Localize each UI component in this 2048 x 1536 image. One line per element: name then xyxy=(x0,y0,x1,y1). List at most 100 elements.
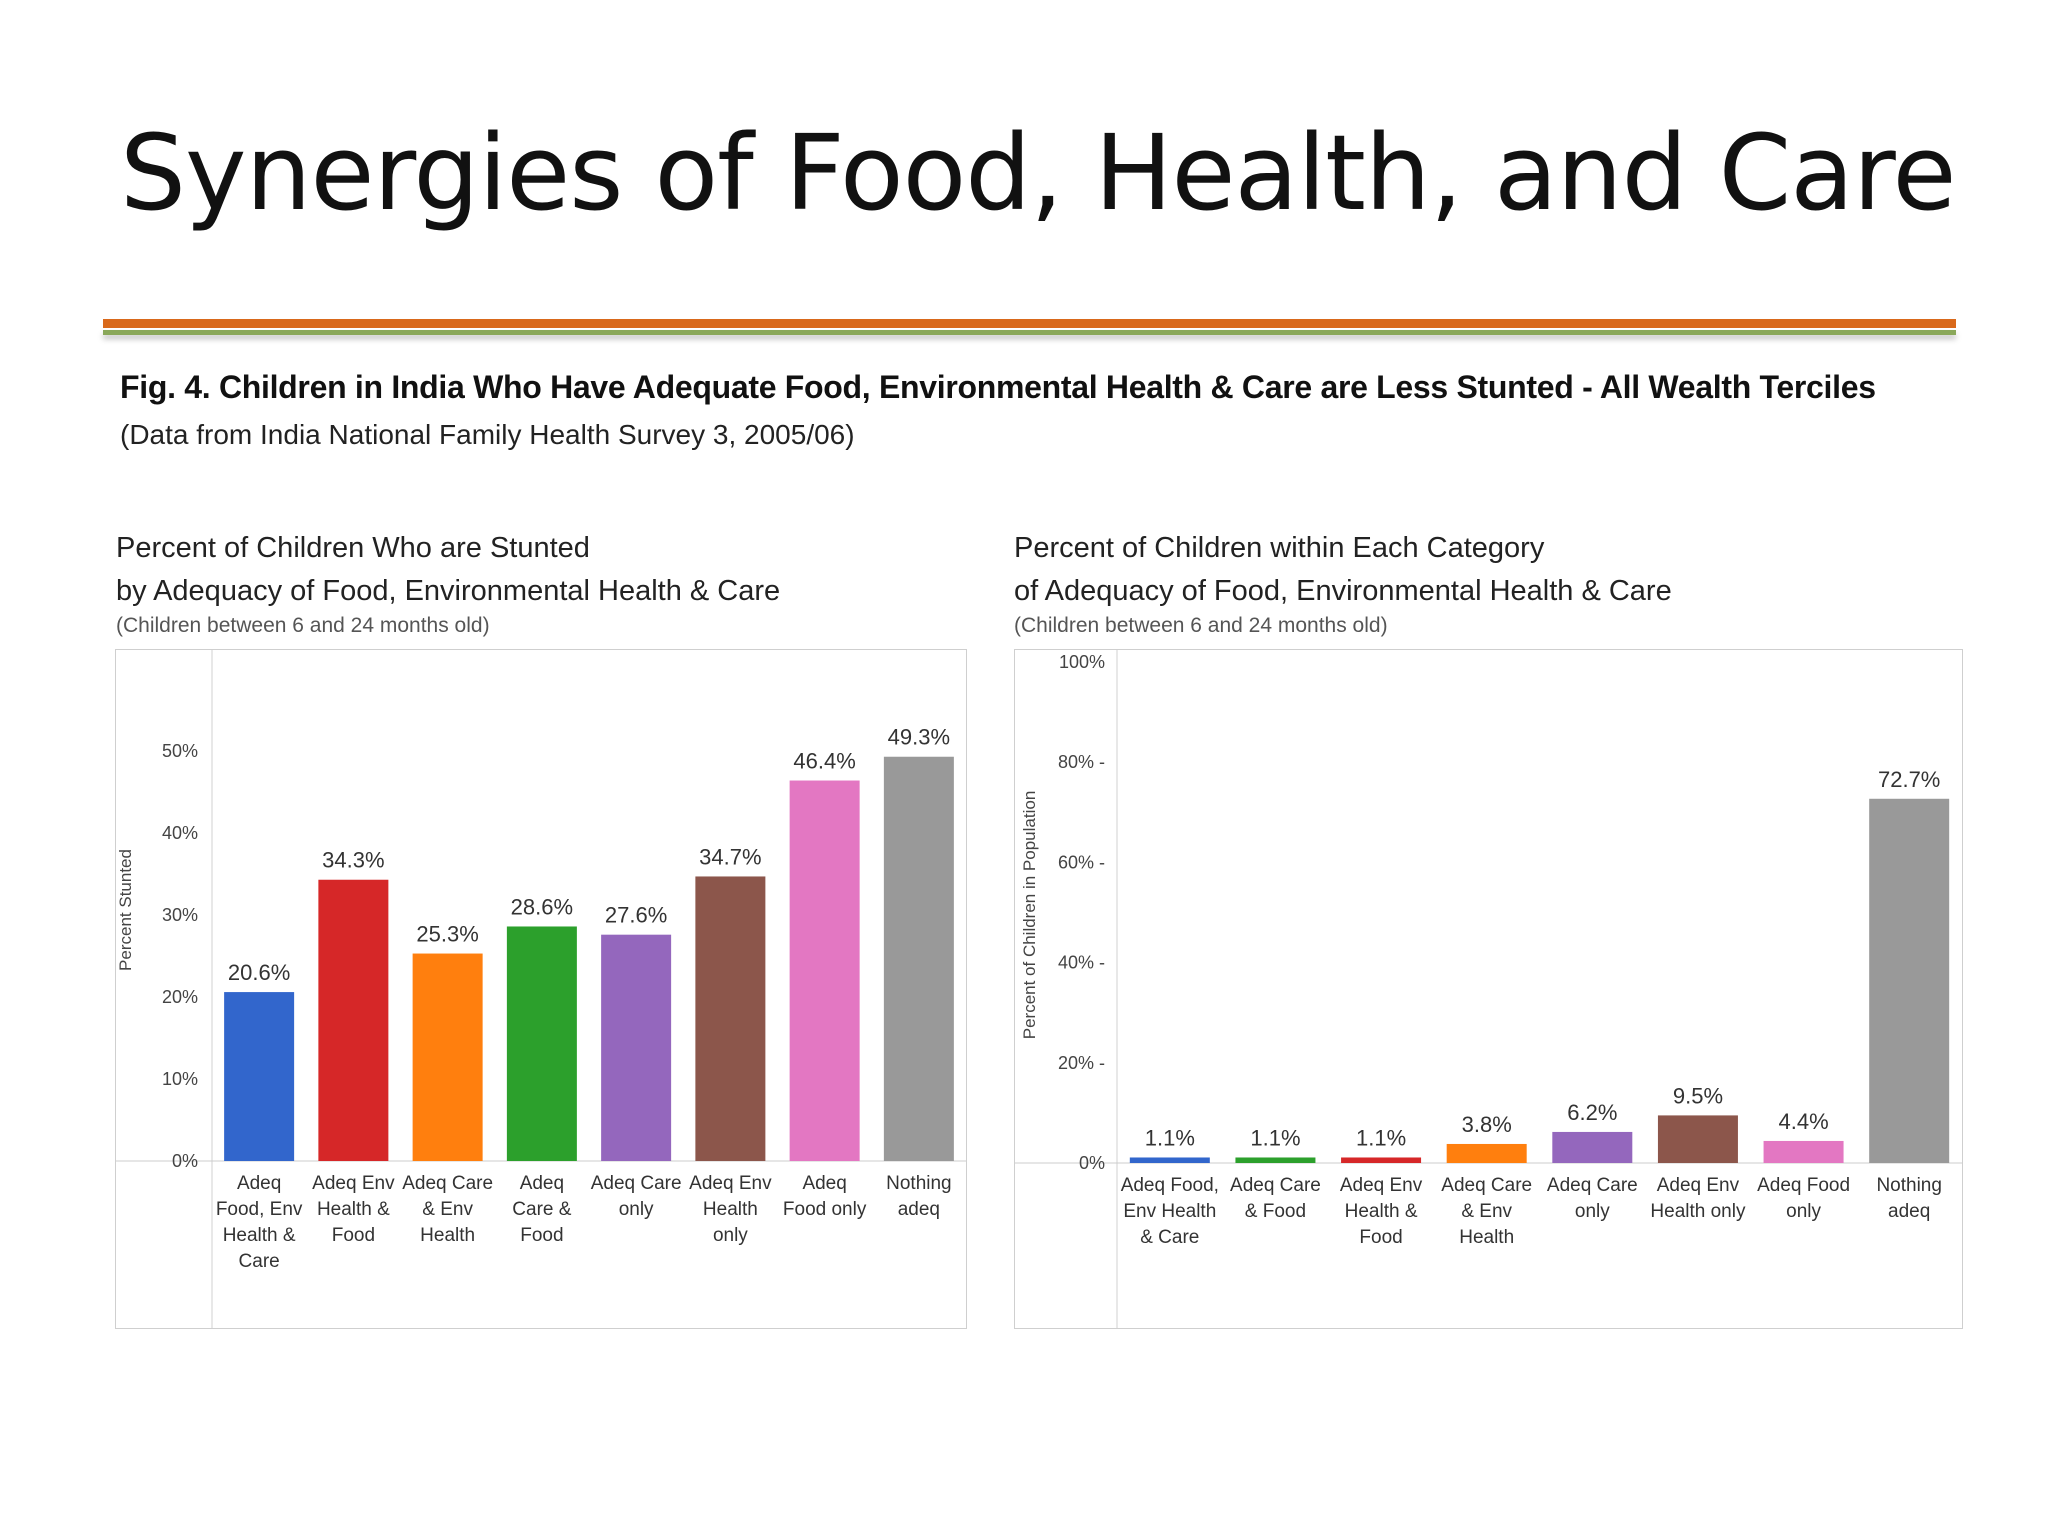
figure-title: Fig. 4. Children in India Who Have Adequ… xyxy=(120,369,1876,405)
bar-value-label: 28.6% xyxy=(511,894,573,919)
bar xyxy=(1763,1140,1844,1163)
bar-value-label: 72.7% xyxy=(1878,767,1940,792)
x-category-label: Adeq Care xyxy=(1230,1175,1321,1196)
bar xyxy=(601,934,672,1161)
figure-subtitle: (Data from India National Family Health … xyxy=(120,419,855,450)
right-chart-note: (Children between 6 and 24 months old) xyxy=(1014,614,1388,637)
bar-value-label: 27.6% xyxy=(605,903,667,928)
bar xyxy=(1552,1131,1633,1163)
x-category-label: Food xyxy=(520,1225,563,1246)
bar-value-label: 1.1% xyxy=(1250,1125,1300,1150)
x-category-label: Health & xyxy=(1345,1201,1418,1222)
x-category-label: & Care xyxy=(1140,1227,1199,1248)
y-tick-label: 40% xyxy=(162,823,198,843)
bar xyxy=(1235,1157,1316,1163)
population-chart-frame: Percent of Children in Population 0% 20% -… xyxy=(1014,649,1963,1329)
x-category-label: Adeq Env xyxy=(689,1173,772,1194)
stunted-bar-chart: Percent Stunted 0% 10% 20% 30% 40% 50% 20.6% Ade… xyxy=(116,650,966,1328)
x-category-label: adeq xyxy=(1888,1201,1930,1222)
x-category-label: Food, Env xyxy=(216,1199,303,1220)
y-tick-label: 100% xyxy=(1059,652,1105,672)
x-category-label: Health only xyxy=(1650,1201,1746,1222)
left-chart-title-line1: Percent of Children Who are Stunted xyxy=(116,532,590,564)
x-category-label: & Env xyxy=(1461,1201,1512,1222)
y-tick-label: 30% xyxy=(162,905,198,925)
bar xyxy=(1341,1157,1422,1163)
x-category-label: Adeq Care xyxy=(1547,1175,1638,1196)
bar xyxy=(1657,1115,1738,1163)
y-axis-label: Percent of Children in Population xyxy=(1020,791,1039,1040)
x-category-label: only xyxy=(1575,1201,1610,1222)
title-divider-green xyxy=(103,330,1956,335)
x-category-label: Adeq Care xyxy=(591,1173,682,1194)
x-category-label: Adeq xyxy=(520,1173,564,1194)
x-category-label: Adeq Env xyxy=(1657,1175,1740,1196)
slide-title: Synergies of Food, Health, and Care xyxy=(120,112,1956,234)
y-tick-label: 0% xyxy=(1079,1153,1105,1173)
bar xyxy=(789,780,860,1161)
bar-value-label: 46.4% xyxy=(793,749,855,774)
x-category-label: Care xyxy=(239,1251,280,1272)
bar-value-label: 9.5% xyxy=(1673,1083,1723,1108)
bar xyxy=(224,992,295,1161)
y-tick-label: 40% - xyxy=(1058,953,1105,973)
x-category-label: Food only xyxy=(783,1199,867,1220)
x-category-label: only xyxy=(619,1199,654,1220)
x-category-label: only xyxy=(1786,1201,1821,1222)
y-tick-label: 0% xyxy=(172,1151,198,1171)
x-category-label: Env Health xyxy=(1123,1201,1216,1222)
left-chart-title-line2: by Adequacy of Food, Environmental Healt… xyxy=(116,575,781,607)
y-tick-label: 60% - xyxy=(1058,852,1105,872)
x-category-label: Adeq Food xyxy=(1757,1175,1850,1196)
x-category-label: Nothing xyxy=(886,1173,952,1194)
y-axis-label: Percent Stunted xyxy=(116,849,135,971)
x-category-label: Adeq xyxy=(802,1173,846,1194)
x-category-label: Adeq Care xyxy=(402,1173,493,1194)
bar xyxy=(506,926,577,1161)
bar xyxy=(695,876,766,1161)
right-chart-title-line2: of Adequacy of Food, Environmental Healt… xyxy=(1014,575,1672,607)
bar-value-label: 20.6% xyxy=(228,960,290,985)
x-category-label: & Env xyxy=(422,1199,473,1220)
bar xyxy=(1869,798,1950,1163)
x-category-label: Adeq Food, xyxy=(1121,1175,1219,1196)
left-chart-note: (Children between 6 and 24 months old) xyxy=(116,614,490,637)
x-category-label: Health & xyxy=(223,1225,296,1246)
x-category-label: Adeq Env xyxy=(1340,1175,1423,1196)
bar-value-label: 1.1% xyxy=(1145,1125,1195,1150)
stunted-chart-frame: Percent Stunted 0% 10% 20% 30% 40% 50% 20.6% Ade… xyxy=(115,649,967,1329)
x-category-label: Nothing xyxy=(1876,1175,1942,1196)
x-category-label: & Food xyxy=(1245,1201,1306,1222)
bar xyxy=(1129,1157,1210,1163)
x-category-label: Health xyxy=(420,1225,475,1246)
bar xyxy=(318,879,389,1161)
x-category-label: only xyxy=(713,1225,748,1246)
x-category-label: Adeq Care xyxy=(1441,1175,1532,1196)
bar-value-label: 34.3% xyxy=(322,848,384,873)
bar-value-label: 1.1% xyxy=(1356,1125,1406,1150)
bar-value-label: 25.3% xyxy=(416,922,478,947)
x-category-label: Health xyxy=(703,1199,758,1220)
x-category-label: Food xyxy=(1359,1227,1402,1248)
right-chart-title-line1: Percent of Children within Each Category xyxy=(1014,532,1545,564)
x-category-label: Food xyxy=(332,1225,375,1246)
title-divider-orange xyxy=(103,319,1956,328)
bar-value-label: 3.8% xyxy=(1462,1112,1512,1137)
x-category-label: adeq xyxy=(898,1199,940,1220)
x-category-label: Adeq xyxy=(237,1173,281,1194)
y-tick-label: 10% xyxy=(162,1069,198,1089)
bar-value-label: 4.4% xyxy=(1778,1109,1828,1134)
y-tick-label: 80% - xyxy=(1058,752,1105,772)
bar-value-label: 49.3% xyxy=(888,725,950,750)
bar xyxy=(412,953,483,1161)
x-category-label: Health xyxy=(1459,1227,1514,1248)
population-bar-chart: Percent of Children in Population 0% 20% -… xyxy=(1015,650,1962,1328)
x-category-label: Care & xyxy=(512,1199,571,1220)
y-tick-label: 50% xyxy=(162,741,198,761)
y-tick-label: 20% xyxy=(162,987,198,1007)
x-category-label: Health & xyxy=(317,1199,390,1220)
bar-value-label: 34.7% xyxy=(699,844,761,869)
bar-value-label: 6.2% xyxy=(1567,1100,1617,1125)
bar xyxy=(883,756,954,1161)
y-tick-label: 20% - xyxy=(1058,1053,1105,1073)
